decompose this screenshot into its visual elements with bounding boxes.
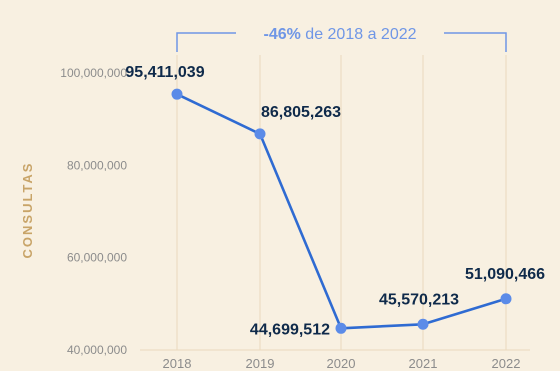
data-point-2020 [335, 322, 347, 334]
y-tick-label: 60,000,000 [67, 251, 127, 265]
data-label-2022: 51,090,466 [465, 266, 545, 283]
y-tick-label: 40,000,000 [67, 343, 127, 357]
data-point-2021 [417, 318, 429, 330]
x-tick-label-2021: 2021 [409, 356, 438, 371]
annotation-bracket-right [444, 32, 507, 52]
annotation-description: de 2018 a 2022 [301, 26, 417, 43]
x-tick-label-2018: 2018 [163, 356, 192, 371]
data-label-2020: 44,699,512 [250, 321, 330, 338]
y-tick-label: 80,000,000 [67, 158, 127, 172]
y-tick-label: 100,000,000 [60, 66, 127, 80]
data-point-2019 [254, 128, 266, 140]
y-axis-title: CONSULTAS [20, 162, 35, 259]
data-point-2018 [171, 88, 183, 100]
data-point-2022 [500, 293, 512, 305]
change-annotation: -46% de 2018 a 2022 [176, 26, 507, 52]
x-tick-label-2019: 2019 [246, 356, 275, 371]
grid-lines [140, 55, 530, 351]
annotation-text: -46% de 2018 a 2022 [263, 26, 416, 43]
annotation-bracket-left [176, 32, 236, 52]
data-label-2021: 45,570,213 [379, 291, 459, 308]
x-tick-label-2022: 2022 [492, 356, 521, 371]
data-label-2018: 95,411,039 [125, 64, 204, 81]
y-tick-labels: 40,000,000 60,000,000 80,000,000 100,000,00… [60, 66, 127, 357]
annotation-percent: -46% [263, 26, 300, 43]
x-tick-labels: 2018 2019 2020 2021 2022 [163, 356, 521, 371]
data-label-2019: 86,805,263 [261, 104, 341, 121]
x-tick-label-2020: 2020 [327, 356, 356, 371]
data-labels: 95,411,039 86,805,263 44,699,512 45,570,213… [125, 64, 545, 338]
data-points [171, 88, 512, 334]
